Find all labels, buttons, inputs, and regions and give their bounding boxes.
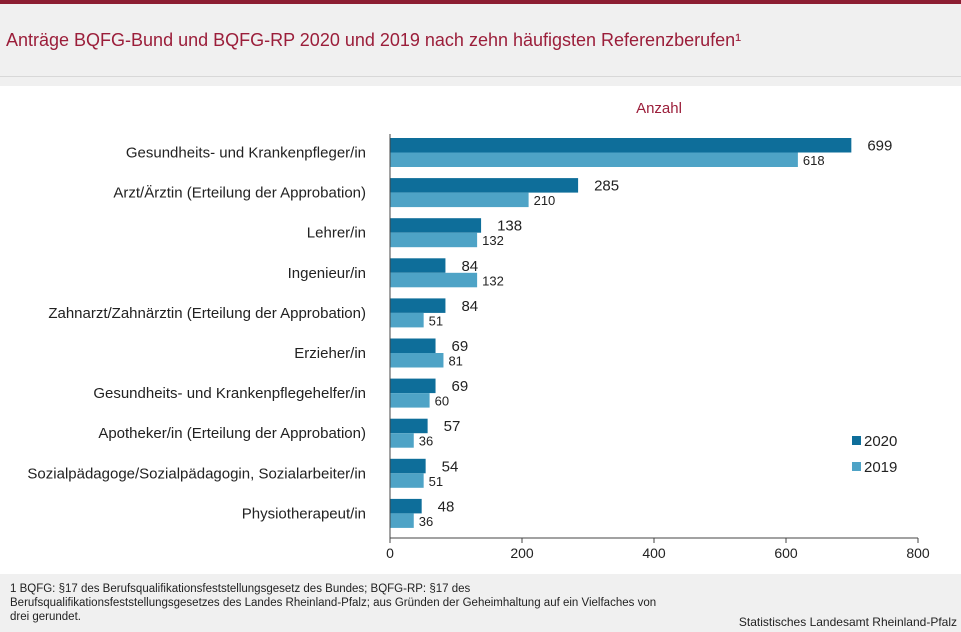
legend-label-2020: 2020 xyxy=(864,433,897,450)
bar-2019 xyxy=(390,312,424,328)
bar-2019 xyxy=(390,433,414,448)
x-tick-label: 200 xyxy=(510,545,534,561)
plot-panel xyxy=(0,86,961,574)
category-label: Lehrer/in xyxy=(307,225,366,242)
value-label-2019: 618 xyxy=(803,153,825,168)
value-label-2020: 84 xyxy=(461,298,478,315)
bar-2020 xyxy=(390,338,436,353)
category-label: Zahnarzt/Zahnärztin (Erteilung der Appro… xyxy=(48,305,366,322)
value-label-2019: 51 xyxy=(429,313,443,328)
value-label-2019: 36 xyxy=(419,514,433,529)
bar-2019 xyxy=(390,192,529,208)
bar-2020 xyxy=(390,378,436,394)
footnote: 1 BQFG: §17 des Berufsqualifikationsfest… xyxy=(10,583,657,623)
value-label-2019: 81 xyxy=(448,354,462,369)
category-label: Gesundheits- und Krankenpfleger/in xyxy=(126,145,366,162)
value-label-2020: 54 xyxy=(442,458,459,475)
value-label-2019: 51 xyxy=(429,474,443,489)
category-label: Ingenieur/in xyxy=(288,265,366,282)
category-label: Erzieher/in xyxy=(294,345,366,362)
x-axis-title: Anzahl xyxy=(636,100,682,117)
value-label-2020: 84 xyxy=(461,258,478,275)
title-divider xyxy=(0,76,961,77)
value-label-2020: 69 xyxy=(452,378,469,395)
x-tick-label: 0 xyxy=(386,545,394,561)
bar-2020 xyxy=(390,458,426,474)
bar-2020 xyxy=(390,138,852,153)
chart-title: Anträge BQFG-Bund und BQFG-RP 2020 und 2… xyxy=(6,30,742,50)
value-label-2019: 60 xyxy=(435,394,449,409)
category-label: Physiotherapeut/in xyxy=(242,505,366,522)
bar-2019 xyxy=(390,473,424,488)
value-label-2020: 48 xyxy=(438,498,455,515)
bar-chart: Anzahl Gesundheits- und Krankenpfleger/in… xyxy=(27,100,930,561)
bar-2020 xyxy=(390,298,446,313)
value-label-2020: 69 xyxy=(452,338,469,355)
top-rule xyxy=(0,0,961,4)
x-tick-label: 400 xyxy=(642,545,666,561)
bar-2020 xyxy=(390,418,428,434)
value-label-2020: 138 xyxy=(497,218,522,235)
bar-2019 xyxy=(390,232,478,248)
bar-2020 xyxy=(390,498,422,514)
legend-swatch-2019 xyxy=(852,462,861,471)
bar-2019 xyxy=(390,513,414,528)
value-label-2019: 36 xyxy=(419,434,433,449)
source-credit: Statistisches Landesamt Rheinland-Pfalz xyxy=(738,615,957,629)
bar-2019 xyxy=(390,393,430,408)
bar-2020 xyxy=(390,218,482,233)
legend-swatch-2020 xyxy=(852,436,861,445)
value-label-2019: 132 xyxy=(482,233,504,248)
category-label: Gesundheits- und Krankenpflegehelfer/in xyxy=(93,385,366,402)
bar-2019 xyxy=(390,152,798,167)
legend-label-2019: 2019 xyxy=(864,459,897,476)
category-label: Sozialpädagoge/Sozialpädagogin, Sozialar… xyxy=(27,465,366,482)
bar-2019 xyxy=(390,272,478,288)
x-tick-label: 800 xyxy=(906,545,930,561)
value-label-2019: 132 xyxy=(482,273,504,288)
value-label-2019: 210 xyxy=(534,193,556,208)
value-label-2020: 57 xyxy=(444,418,461,435)
value-label-2020: 285 xyxy=(594,178,619,195)
category-label: Arzt/Ärztin (Erteilung der Approbation) xyxy=(113,185,366,202)
category-label: Apotheker/in (Erteilung der Approbation) xyxy=(98,425,366,442)
bar-2020 xyxy=(390,258,446,273)
x-tick-label: 600 xyxy=(774,545,798,561)
bar-2020 xyxy=(390,178,579,193)
bar-2019 xyxy=(390,353,444,368)
value-label-2020: 699 xyxy=(867,138,892,155)
